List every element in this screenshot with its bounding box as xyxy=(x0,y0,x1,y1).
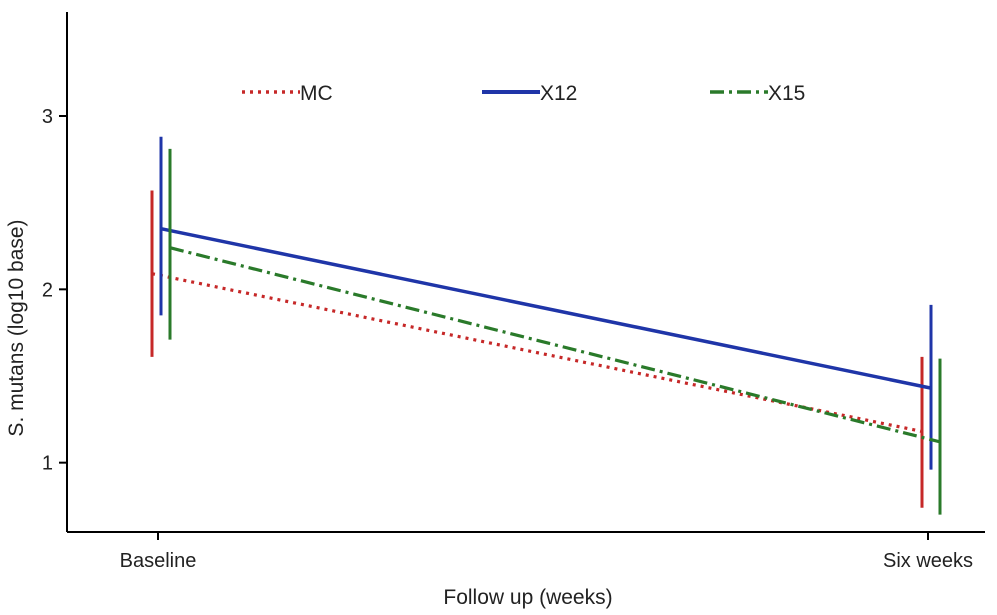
x-tick-label: Baseline xyxy=(120,550,197,572)
data-point xyxy=(929,386,933,390)
series-line xyxy=(151,272,923,434)
legend-label: X12 xyxy=(540,82,577,105)
y-tick-label: 2 xyxy=(42,279,53,301)
axes: 1 2 3 Baseline Six weeks xyxy=(42,12,985,572)
x-tick-label: Six weeks xyxy=(883,550,973,572)
data-point xyxy=(920,429,924,433)
series-MC xyxy=(150,190,924,508)
x-axis-title: Follow up (weeks) xyxy=(443,586,612,609)
series-line xyxy=(160,226,932,390)
plot-marks xyxy=(150,136,942,515)
data-point xyxy=(938,440,942,444)
legend-label: MC xyxy=(300,82,333,105)
series-line xyxy=(169,246,941,444)
data-point xyxy=(168,246,172,250)
y-tick-label: 1 xyxy=(42,453,53,475)
series-X12 xyxy=(159,136,933,470)
legend-label: X15 xyxy=(768,82,805,105)
data-point xyxy=(150,272,154,276)
series-X15 xyxy=(168,148,942,515)
data-point xyxy=(159,227,163,231)
y-axis-title: S. mutans (log10 base) xyxy=(5,219,28,436)
y-tick-label: 3 xyxy=(42,106,53,128)
legend: MC X12 X15 xyxy=(242,82,805,105)
